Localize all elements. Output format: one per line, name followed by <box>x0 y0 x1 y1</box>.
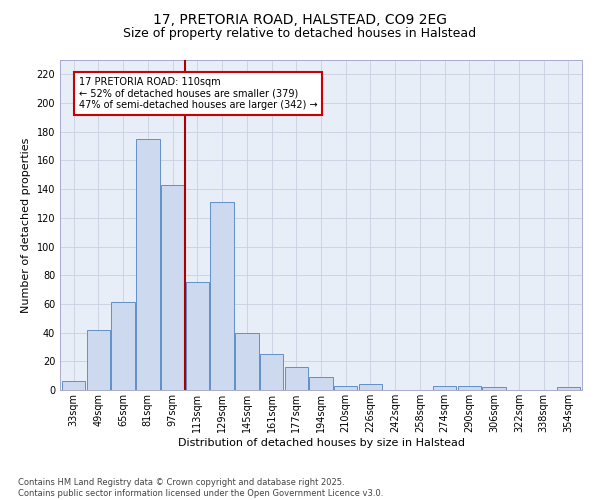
Bar <box>260 354 283 390</box>
Bar <box>161 185 184 390</box>
X-axis label: Distribution of detached houses by size in Halstead: Distribution of detached houses by size … <box>178 438 464 448</box>
Bar <box>210 202 234 390</box>
Text: 17, PRETORIA ROAD, HALSTEAD, CO9 2EG: 17, PRETORIA ROAD, HALSTEAD, CO9 2EG <box>153 12 447 26</box>
Bar <box>136 139 160 390</box>
Bar <box>458 386 481 390</box>
Y-axis label: Number of detached properties: Number of detached properties <box>21 138 31 312</box>
Bar <box>359 384 382 390</box>
Bar <box>557 387 580 390</box>
Bar <box>185 282 209 390</box>
Bar <box>334 386 358 390</box>
Bar <box>482 387 506 390</box>
Text: Size of property relative to detached houses in Halstead: Size of property relative to detached ho… <box>124 28 476 40</box>
Bar <box>235 332 259 390</box>
Bar <box>112 302 135 390</box>
Text: Contains HM Land Registry data © Crown copyright and database right 2025.
Contai: Contains HM Land Registry data © Crown c… <box>18 478 383 498</box>
Bar <box>284 367 308 390</box>
Bar <box>86 330 110 390</box>
Bar <box>62 382 85 390</box>
Bar <box>433 386 457 390</box>
Bar <box>309 377 333 390</box>
Text: 17 PRETORIA ROAD: 110sqm
← 52% of detached houses are smaller (379)
47% of semi-: 17 PRETORIA ROAD: 110sqm ← 52% of detach… <box>79 77 317 110</box>
